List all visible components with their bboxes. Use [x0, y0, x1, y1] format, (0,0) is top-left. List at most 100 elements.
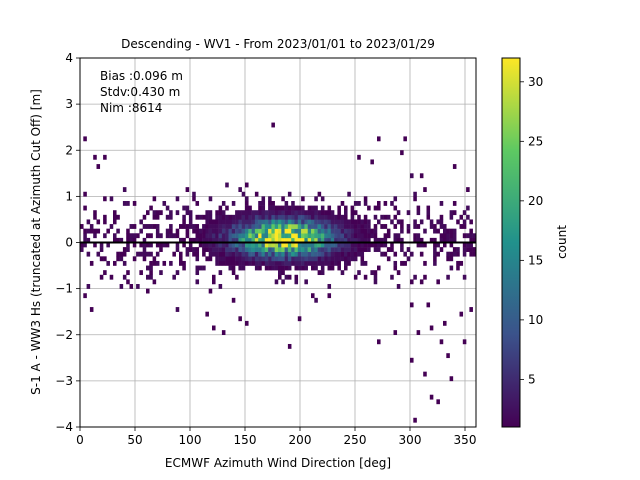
histogram-cell [363, 233, 368, 239]
histogram-cell [212, 247, 216, 252]
histogram-cell [251, 214, 256, 220]
histogram-cell [330, 256, 335, 262]
histogram-cell [215, 228, 219, 234]
histogram-cell [439, 233, 444, 239]
x-axis-ticks: 0 50 100 150 200 250 300 350 [76, 427, 476, 447]
histogram-cell [314, 224, 318, 229]
histogram-cell [225, 228, 229, 234]
histogram-cell [139, 242, 143, 248]
histogram-cell [363, 196, 368, 202]
histogram-cell [301, 205, 305, 211]
histogram-cell [462, 210, 467, 216]
histogram-cell [324, 214, 328, 220]
histogram-cell [126, 247, 130, 252]
histogram-cell [159, 210, 163, 216]
histogram-cell [294, 237, 299, 243]
histogram-cell [353, 251, 358, 257]
histogram-cell [169, 260, 173, 266]
histogram-cell [334, 228, 338, 234]
histogram-cell [383, 200, 388, 206]
histogram-cell [311, 219, 315, 225]
outlier-cell [436, 399, 440, 405]
y-axis-label: S-1 A - WW3 Hs (truncated at Azimuth Cut… [29, 89, 43, 395]
histogram-cell [268, 251, 272, 257]
histogram-cell [241, 191, 246, 197]
histogram-cell [195, 214, 200, 220]
histogram-cell [297, 256, 302, 262]
histogram-cell [301, 214, 305, 220]
histogram-cell [238, 247, 242, 252]
histogram-cell [103, 219, 107, 225]
outlier-cell [370, 159, 374, 165]
histogram-cell [423, 274, 427, 280]
histogram-cell [294, 214, 299, 220]
histogram-cell [357, 224, 361, 229]
outlier-cell [297, 316, 302, 322]
histogram-cell [347, 247, 351, 252]
histogram-cell [439, 247, 444, 252]
histogram-cell [307, 219, 312, 225]
histogram-cell [353, 247, 358, 252]
histogram-cell [393, 265, 398, 271]
histogram-cell [113, 210, 117, 216]
histogram-cell [350, 210, 355, 216]
histogram-cell [136, 233, 140, 239]
histogram-cell [192, 247, 196, 252]
histogram-cell [254, 191, 259, 197]
histogram-cell [155, 214, 160, 220]
histogram-cell [152, 256, 157, 262]
histogram-cell [238, 233, 242, 239]
histogram-cell [238, 260, 242, 266]
histogram-cell [344, 251, 348, 257]
histogram-cell [291, 237, 295, 243]
histogram-cell [278, 224, 282, 229]
histogram-cell [149, 242, 153, 248]
histogram-cell [287, 247, 292, 252]
histogram-cell [228, 219, 233, 225]
histogram-cell [264, 242, 269, 248]
histogram-cell [109, 224, 114, 229]
histogram-cell [320, 247, 325, 252]
histogram-cell [208, 219, 213, 225]
histogram-cell [281, 265, 285, 271]
histogram-cell [83, 191, 87, 197]
histogram-cell [446, 274, 450, 280]
histogram-cell [261, 237, 266, 243]
histogram-cell [268, 260, 272, 266]
histogram-cell [241, 251, 246, 257]
histogram-cell [139, 270, 143, 276]
outlier-cell [245, 320, 249, 326]
histogram-cell [304, 260, 308, 266]
histogram-cell [281, 219, 285, 225]
histogram-cell [132, 233, 137, 239]
histogram-cell [390, 219, 394, 225]
histogram-cell [436, 279, 440, 285]
histogram-cell [195, 224, 200, 229]
histogram-cell [245, 242, 249, 248]
histogram-cell [113, 233, 117, 239]
histogram-cell [241, 260, 246, 266]
histogram-cell [116, 256, 120, 262]
histogram-cell [413, 219, 417, 225]
histogram-cell [126, 200, 130, 206]
histogram-cell [413, 224, 417, 229]
histogram-cell [314, 205, 318, 211]
histogram-cell [466, 187, 470, 193]
histogram-cell [413, 191, 417, 197]
histogram-cell [466, 247, 470, 252]
colorbar-tick-label: 25 [528, 134, 543, 148]
histogram-cell [297, 205, 302, 211]
histogram-cell [205, 237, 209, 243]
histogram-cell [188, 247, 193, 252]
histogram-cell [248, 219, 252, 225]
histogram-cell [311, 242, 315, 248]
histogram-cell [317, 256, 322, 262]
histogram-cell [469, 247, 473, 252]
histogram-cell [198, 228, 203, 234]
histogram-cell [449, 265, 454, 271]
histogram-cell [304, 233, 308, 239]
histogram-cell [228, 224, 233, 229]
histogram-cell [218, 210, 223, 216]
histogram-cell [363, 219, 368, 225]
histogram-cell [99, 247, 104, 252]
